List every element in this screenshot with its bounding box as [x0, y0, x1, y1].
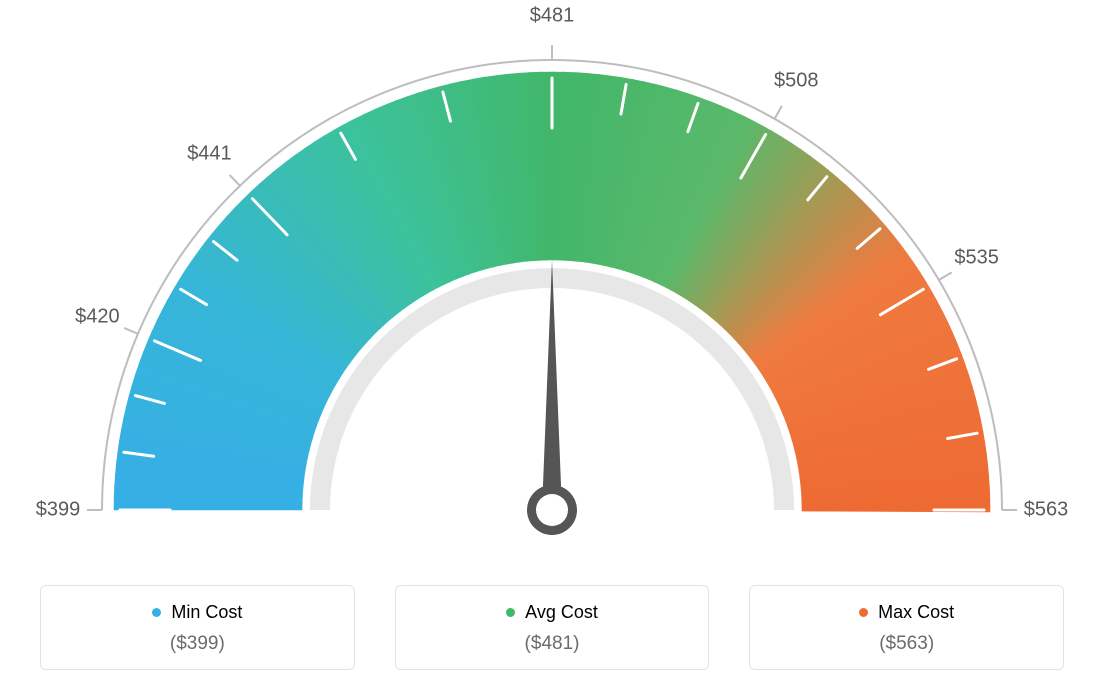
legend-label-avg: Avg Cost	[525, 602, 598, 623]
gauge-tick-label: $535	[954, 246, 999, 269]
legend-value-min: ($399)	[51, 633, 344, 655]
legend-value-avg: ($481)	[406, 633, 699, 655]
legend-card-max: Max Cost ($563)	[749, 585, 1064, 670]
gauge-tick-label: $399	[36, 499, 81, 522]
gauge-chart: $399 $420 $441 $481 $508 $535 $563	[0, 0, 1104, 570]
legend-row: Min Cost ($399) Avg Cost ($481) Max Cost…	[0, 585, 1104, 670]
legend-dot-max	[859, 608, 868, 617]
legend-title-max: Max Cost	[859, 602, 954, 623]
legend-dot-min	[152, 608, 161, 617]
gauge-tick-label: $420	[75, 305, 120, 328]
legend-card-min: Min Cost ($399)	[40, 585, 355, 670]
legend-card-avg: Avg Cost ($481)	[395, 585, 710, 670]
legend-label-min: Min Cost	[171, 602, 242, 623]
legend-dot-avg	[506, 608, 515, 617]
legend-value-max: ($563)	[760, 633, 1053, 655]
gauge-tick-label: $441	[187, 143, 232, 166]
gauge-tick-label: $508	[774, 69, 819, 92]
legend-title-avg: Avg Cost	[506, 602, 598, 623]
gauge-tick-label: $563	[1024, 499, 1069, 522]
gauge-tick-label: $481	[530, 5, 575, 28]
gauge-svg	[0, 0, 1104, 570]
legend-title-min: Min Cost	[152, 602, 242, 623]
legend-label-max: Max Cost	[878, 602, 954, 623]
